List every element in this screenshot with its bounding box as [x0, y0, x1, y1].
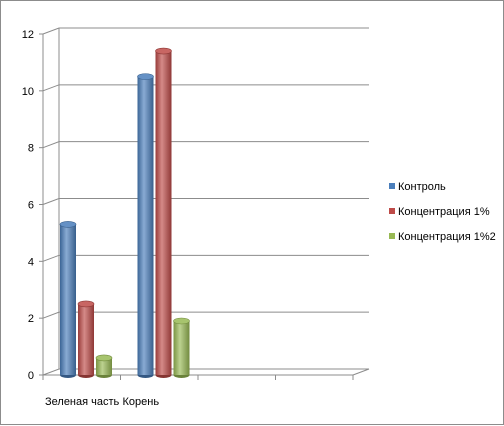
legend-label: Контроль: [398, 181, 446, 193]
legend: Контроль Концентрация 1% Концентрация 1%2: [389, 181, 496, 243]
bar: [173, 317, 190, 378]
floor-edge: [352, 368, 370, 376]
bar: [95, 354, 113, 378]
y-tick-labels: 0 2 4 6 8 10 12: [22, 29, 34, 382]
legend-label: Концентрация 1%: [398, 206, 490, 218]
bar: [59, 221, 77, 378]
gridline: [42, 198, 369, 205]
bar: [137, 73, 154, 378]
y-tick-label: 12: [22, 29, 34, 41]
legend-swatch: [389, 208, 395, 214]
category-label: Зеленая часть: [45, 396, 120, 408]
gridline: [42, 84, 369, 92]
gridline: [42, 254, 369, 262]
bars: [59, 47, 190, 378]
y-tick-label: 6: [28, 200, 34, 212]
axes: [39, 28, 370, 380]
y-tick-label: 8: [28, 143, 34, 155]
bar: [77, 300, 95, 378]
bar: [155, 47, 172, 378]
y-tick-label: 4: [28, 256, 34, 268]
legend-swatch: [389, 183, 395, 189]
y-tick-label: 2: [28, 313, 34, 325]
legend-swatch: [389, 233, 395, 239]
y-tick-label: 10: [22, 86, 34, 98]
category-labels: Зеленая часть Корень: [45, 396, 159, 408]
gridline: [42, 27, 369, 35]
category-label: Корень: [123, 396, 160, 408]
y-tick-label: 0: [28, 370, 34, 382]
legend-label: Концентрация 1%2: [398, 231, 496, 243]
gridline: [42, 141, 369, 149]
